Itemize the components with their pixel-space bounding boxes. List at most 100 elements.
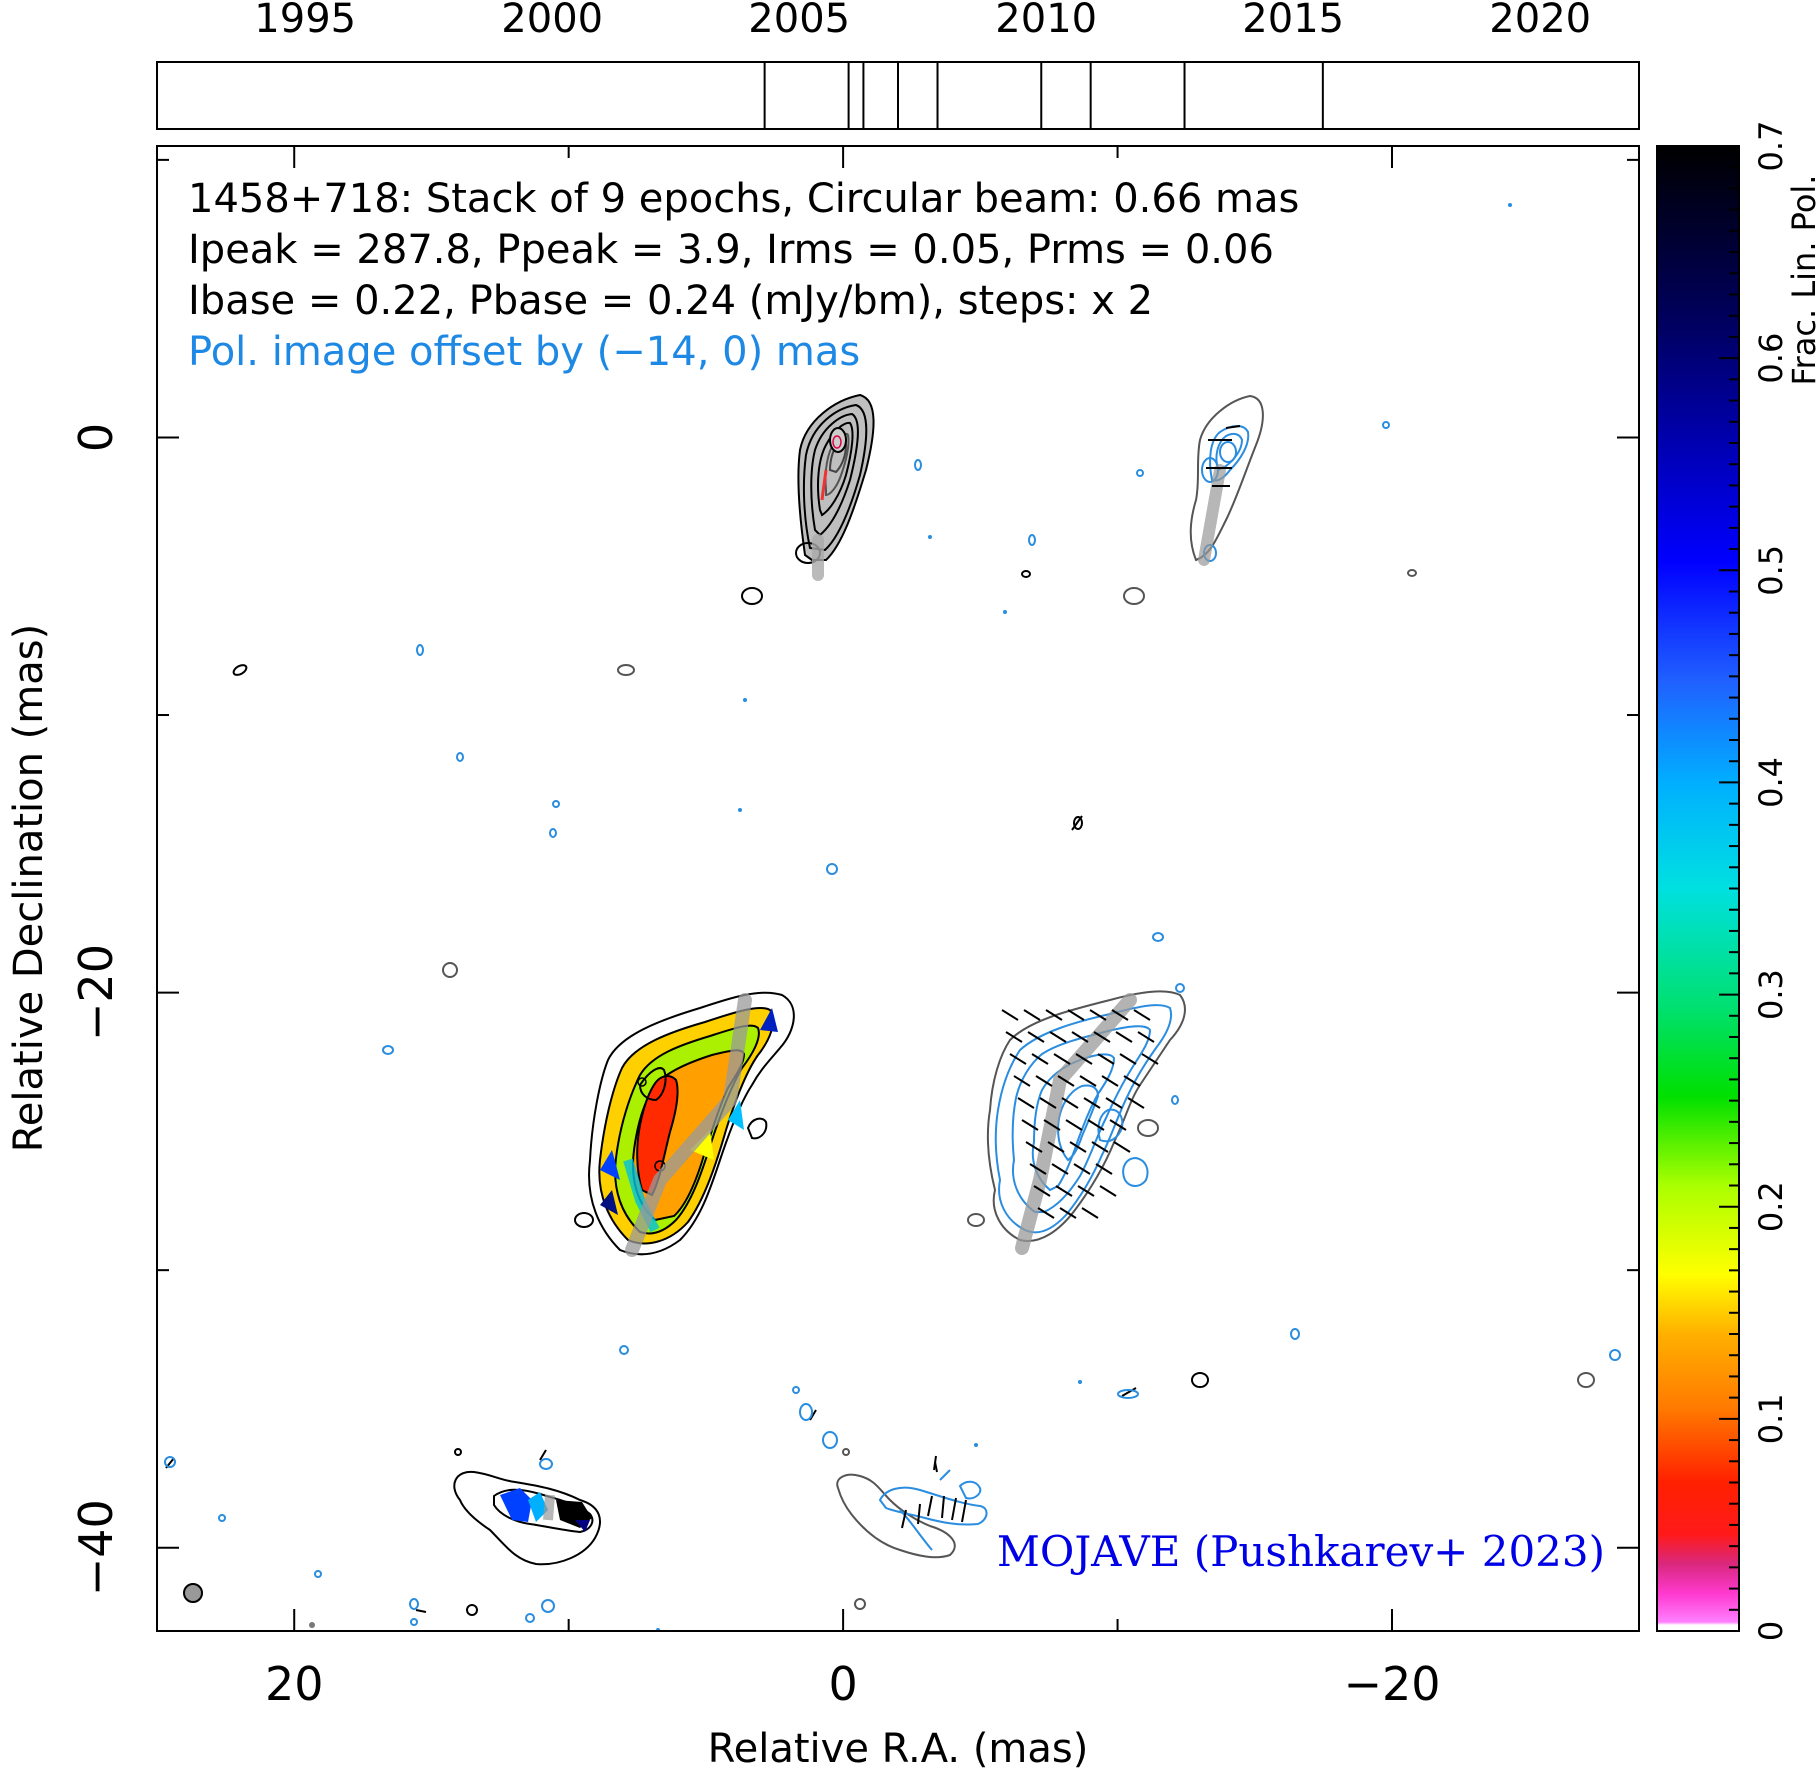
timeline-tick-label: 2005 [748,0,850,42]
evpa-tick [1083,1097,1101,1109]
colorbar-tick-label: 0.6 [1752,333,1790,384]
evpa-tick [1065,1119,1083,1131]
colorbar-label: Frac. Lin. Pol. [1785,175,1819,386]
evpa-tick [1087,1119,1105,1131]
polarization-core [1189,394,1264,566]
timeline-tick-label: 2015 [1242,0,1344,42]
colorbar-tick-label: 0.2 [1752,1181,1790,1232]
annotation-line-1: 1458+718: Stack of 9 epochs, Circular be… [188,176,1299,222]
evpa-tick [1137,1031,1155,1043]
evpa-tick [1053,1053,1071,1065]
offset-note: Pol. image offset by (−14, 0) mas [188,329,860,375]
evpa-tick [1039,1097,1057,1109]
evpa-tick [1141,1053,1159,1065]
evpa-tick [1045,1009,1063,1021]
evpa-tick [1035,1075,1053,1087]
evpa-tick [1127,1097,1145,1109]
evpa-tick [1027,1031,1045,1043]
evpa-tick [1105,1097,1123,1109]
evpa-tick [1031,1053,1049,1065]
evpa-tick [1061,1097,1079,1109]
evpa-tick [1021,1119,1039,1131]
evpa-tick [1091,1141,1109,1153]
evpa-tick [1001,1009,1019,1021]
x-axis-label: Relative R.A. (mas) [708,1726,1089,1772]
timeline-tick-label: 2010 [995,0,1097,42]
colorbar-tick-label: 0.1 [1752,1393,1790,1444]
evpa-tick [1099,1185,1117,1197]
evpa-tick [1097,1053,1115,1065]
y-axis-label: Relative Declination (mas) [6,624,52,1152]
evpa-tick [1075,1053,1093,1065]
y-tick-label: 0 [69,423,123,452]
evpa-tick [1013,1075,1031,1087]
evpa-tick [1017,1097,1035,1109]
evpa-tick [1051,1163,1069,1175]
outer-jet-total-intensity [453,1470,601,1566]
evpa-tick [1057,1075,1075,1087]
evpa-tick [1069,1141,1087,1153]
colorbar-tick-label: 0 [1752,1621,1790,1641]
evpa-tick [1113,1141,1131,1153]
evpa-ticks-inner-jet [1001,1009,1159,1219]
y-tick-label: −20 [69,944,123,1041]
evpa-tick [1067,1009,1085,1021]
evpa-tick [1089,1009,1107,1021]
timeline-tick-label: 2000 [501,0,603,42]
evpa-tick [1049,1031,1067,1043]
evpa-tick [1029,1163,1047,1175]
polarization-inner-jet [967,990,1186,1255]
colorbar-tick-label: 0.4 [1752,757,1790,808]
evpa-tick [1093,1031,1111,1043]
evpa-tick [1009,1053,1027,1065]
epoch-markers [763,62,1324,129]
evpa-tick [1025,1141,1043,1153]
evpa-tick [1111,1009,1129,1021]
evpa-tick [1081,1207,1099,1219]
y-tick-labels: 0 −20 −40 [69,423,123,1596]
evpa-tick [1077,1185,1095,1197]
colorbar: 0 0.1 0.2 0.3 0.4 0.5 0.6 0.7 Frac. Lin. Pol. [1656,121,1819,1641]
plot-area: 20 0 −20 0 −20 −40 1458+718: Stack of 9 epoc… [69,145,1640,1711]
inner-jet-total-intensity [574,991,795,1257]
evpa-tick [1095,1163,1113,1175]
colorbar-tick-label: 0.5 [1752,545,1790,596]
annotation-line-3: Ibase = 0.22, Pbase = 0.24 (mJy/bm), ste… [188,278,1153,324]
timeline-tick-labels: 1995 2000 2005 2010 2015 2020 [254,0,1591,42]
evpa-tick [1119,1053,1137,1065]
noise-contours [164,203,1621,1632]
timeline-tick-label: 1995 [254,0,356,42]
colorbar-tick-label: 0.7 [1752,121,1790,172]
credit-label: MOJAVE (Pushkarev+ 2023) [997,1527,1605,1576]
evpa-tick [1071,1031,1089,1043]
plot-frame [156,145,1640,1632]
evpa-tick [1043,1119,1061,1131]
evpa-tick [1047,1141,1065,1153]
x-tick-labels: 20 0 −20 [265,1657,1441,1711]
annotation-line-2: Ipeak = 287.8, Ppeak = 3.9, Irms = 0.05,… [188,227,1274,273]
evpa-tick [1123,1075,1141,1087]
colorbar-tick-label: 0.3 [1752,969,1790,1020]
evpa-tick [1037,1207,1055,1219]
colorbar-scale [1657,146,1739,1631]
evpa-tick [1073,1163,1091,1175]
timeline-panel: 1995 2000 2005 2010 2015 2020 [156,0,1640,130]
evpa-tick [1005,1031,1023,1043]
y-tick-label: −40 [69,1499,123,1596]
colorbar-ticks: 0 0.1 0.2 0.3 0.4 0.5 0.6 0.7 [1719,121,1790,1641]
timeline-tick-label: 2020 [1489,0,1591,42]
axis-ticks [157,146,1639,1631]
evpa-tick [1033,1185,1051,1197]
core-total-intensity [795,393,875,581]
evpa-tick [1115,1031,1133,1043]
evpa-tick [1133,1009,1151,1021]
evpa-tick [1055,1185,1073,1197]
evpa-tick [1101,1075,1119,1087]
evpa-tick [1079,1075,1097,1087]
beam-ellipse [183,1583,203,1603]
x-tick-label: 0 [828,1657,857,1711]
evpa-tick [1023,1009,1041,1021]
evpa-tick [1109,1119,1127,1131]
evpa-tick [1059,1207,1077,1219]
